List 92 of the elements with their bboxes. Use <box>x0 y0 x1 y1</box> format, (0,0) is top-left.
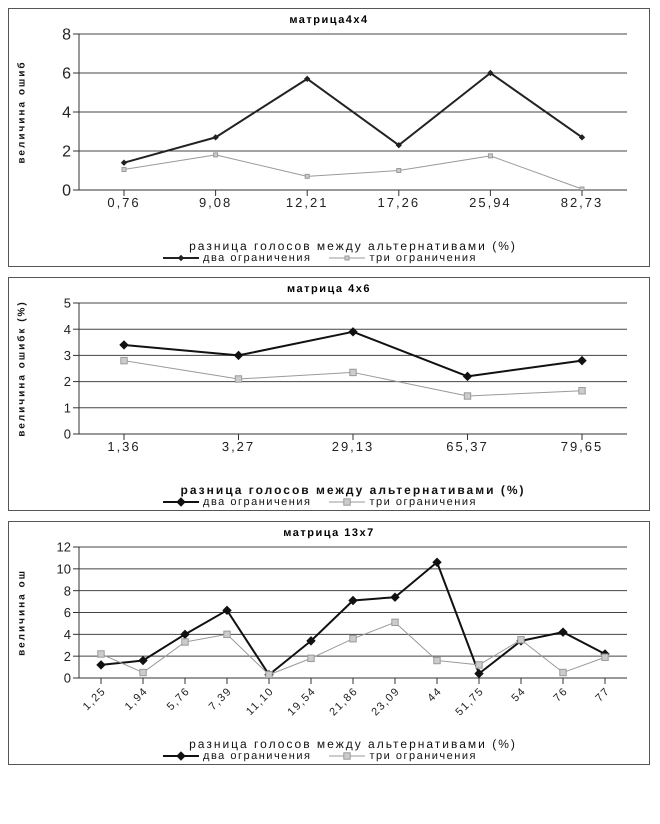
y-tick-label: 6 <box>64 605 71 620</box>
point <box>121 160 127 166</box>
x-axis-title: разница голосов между альтернативами (%) <box>189 737 517 751</box>
point <box>488 153 493 158</box>
point <box>396 168 402 173</box>
x-tick-label: 12,21 <box>286 195 328 210</box>
y-tick-label: 8 <box>64 583 71 598</box>
point <box>120 340 128 350</box>
y-tick-label: 4 <box>64 626 71 642</box>
legend-label: три ограничения <box>369 496 477 508</box>
point <box>349 635 357 642</box>
point <box>97 650 105 658</box>
y-axis-title: величина ошибк (%) <box>16 300 28 437</box>
y-tick-label: 8 <box>62 26 72 44</box>
x-tick-label: 76 <box>551 685 571 704</box>
point <box>391 618 399 626</box>
x-tick-label: 17,26 <box>378 195 420 210</box>
point <box>349 368 357 376</box>
point <box>578 356 586 366</box>
point <box>223 630 231 638</box>
point <box>432 558 442 567</box>
y-tick-label: 2 <box>62 144 72 161</box>
point <box>234 375 242 383</box>
x-tick-label: 29,13 <box>332 439 374 454</box>
x-tick-label: 1,36 <box>107 439 141 454</box>
y-tick-label: 0 <box>62 182 72 200</box>
legend-label: три ограничения <box>369 750 477 762</box>
y-axis-title: величина ошиб <box>16 60 28 164</box>
y-tick-label: 12 <box>56 540 71 555</box>
chart-title: матрица 4x6 <box>286 282 372 295</box>
y-tick-label: 4 <box>64 322 71 337</box>
point <box>464 392 472 400</box>
legend-label: три ограничения <box>369 252 477 264</box>
point <box>579 134 585 140</box>
point <box>390 592 400 602</box>
y-tick-label: 0 <box>64 670 71 686</box>
y-tick-label: 2 <box>64 648 71 664</box>
x-tick-label: 25,94 <box>469 195 512 210</box>
y-tick-label: 4 <box>62 104 72 122</box>
point <box>307 654 315 662</box>
point <box>474 669 484 678</box>
point <box>463 372 472 381</box>
point <box>433 656 441 664</box>
y-tick-label: 3 <box>64 348 71 364</box>
y-tick-label: 10 <box>56 561 71 576</box>
point <box>475 661 483 669</box>
point <box>396 142 402 148</box>
legend-label: два ограничения <box>203 252 312 264</box>
x-tick-label: 77 <box>593 685 613 704</box>
x-axis-title: разница голосов между альтернативами (%) <box>180 483 526 497</box>
point <box>580 186 584 190</box>
x-tick-label: 82,73 <box>560 195 604 210</box>
x-tick-label: 65,37 <box>446 439 489 454</box>
point <box>122 167 126 172</box>
y-axis-title: величина ош <box>16 569 28 656</box>
y-tick-label: 5 <box>64 296 71 311</box>
point <box>139 668 147 676</box>
y-tick-label: 1 <box>64 400 71 416</box>
point <box>96 660 106 670</box>
y-tick-label: 0 <box>64 426 71 442</box>
x-tick-label: 79,65 <box>560 439 604 454</box>
point <box>181 638 189 646</box>
point <box>517 636 525 644</box>
point <box>304 76 310 82</box>
x-axis-title: разница голосов между альтернативами (%) <box>189 239 517 253</box>
point <box>212 134 219 140</box>
x-tick-label: 9,08 <box>198 195 232 210</box>
legend-label: два ограничения <box>203 750 312 762</box>
point <box>558 628 568 637</box>
chart-title: матрица4x4 <box>288 13 370 26</box>
point <box>180 630 190 639</box>
point <box>487 70 494 76</box>
point <box>234 350 243 360</box>
point <box>222 606 232 615</box>
point <box>306 636 316 646</box>
point <box>348 596 358 605</box>
x-tick-label: 44 <box>425 685 445 704</box>
point <box>304 174 310 179</box>
point <box>120 356 128 364</box>
point <box>578 387 586 394</box>
chart-title: матрица 13x7 <box>282 526 376 539</box>
x-tick-label: 0,76 <box>107 195 141 210</box>
point <box>559 668 567 676</box>
point <box>138 656 148 666</box>
point <box>601 654 609 661</box>
x-tick-label: 3,27 <box>222 439 256 454</box>
x-tick-label: 54 <box>509 685 529 704</box>
y-tick-label: 2 <box>64 374 71 390</box>
legend-label: два ограничения <box>203 496 312 508</box>
point <box>348 327 358 336</box>
point <box>213 152 218 158</box>
y-tick-label: 6 <box>62 66 72 83</box>
